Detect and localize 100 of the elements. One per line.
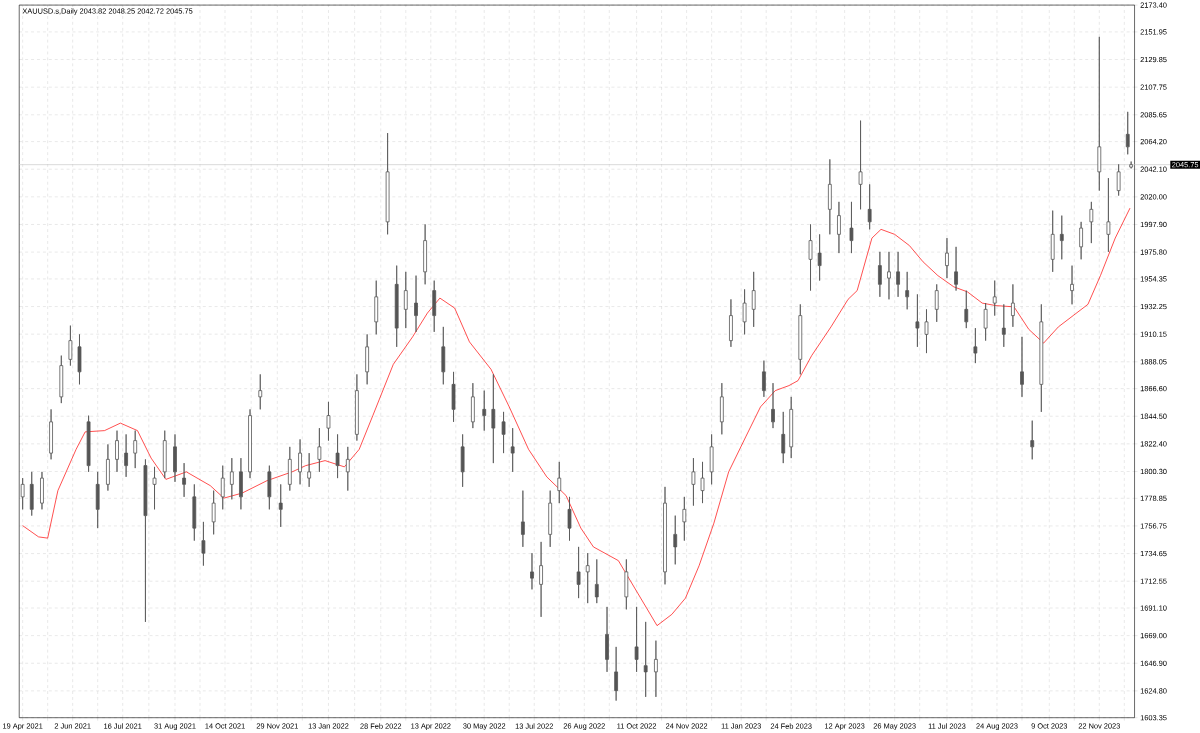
candlestick: [326, 401, 331, 442]
candlestick: [365, 334, 370, 386]
candlestick: [68, 325, 73, 367]
candlestick: [789, 396, 794, 459]
candlestick: [858, 120, 863, 210]
candlestick: [837, 201, 841, 254]
candlestick: [182, 462, 186, 498]
candlestick: [385, 132, 390, 235]
candlestick: [896, 251, 900, 298]
candlestick: [817, 234, 822, 282]
candlestick: [585, 552, 590, 604]
candlestick: [106, 444, 110, 492]
line-series: [22, 208, 1131, 627]
candlestick: [878, 251, 882, 298]
candlestick: [654, 640, 658, 698]
candlestick: [1129, 161, 1134, 170]
candlestick: [470, 382, 475, 429]
candlestick: [567, 496, 572, 542]
candlestick: [95, 471, 100, 529]
candlestick: [1097, 36, 1102, 192]
candlestick: [530, 552, 534, 591]
candlestick: [86, 415, 91, 473]
candlestick: [934, 284, 939, 323]
candlestick: [173, 434, 177, 483]
candlestick: [742, 289, 747, 336]
candlestick: [40, 471, 44, 511]
candlestick: [220, 465, 225, 511]
candlestick: [643, 621, 648, 698]
candlestick: [973, 327, 978, 364]
candlestick: [548, 490, 553, 548]
candlestick: [192, 484, 197, 542]
candlestick: [1125, 111, 1130, 155]
candlestick: [691, 457, 696, 507]
candlestick: [624, 559, 629, 611]
candlestick: [267, 465, 272, 511]
candlestick: [905, 271, 910, 311]
candlestick: [1001, 304, 1006, 348]
candlestick: [20, 477, 25, 511]
candlestick: [143, 459, 148, 623]
candlestick: [133, 430, 138, 469]
candlestick: [201, 521, 206, 567]
candlestick: [414, 275, 418, 333]
candlestick: [1020, 336, 1024, 398]
candlestick: [29, 471, 34, 517]
candlestick: [1050, 210, 1055, 273]
candlestick: [954, 246, 958, 292]
candlestick: [605, 606, 609, 673]
candlestick: [1070, 265, 1074, 306]
candlestick: [501, 411, 506, 454]
candlestick: [798, 304, 803, 376]
candlestick: [124, 434, 128, 478]
candlestick: [162, 430, 167, 479]
candlestick: [983, 302, 988, 342]
candlestick: [403, 271, 408, 329]
candlestick: [762, 360, 766, 398]
candlestick: [867, 184, 872, 230]
candlestick: [924, 309, 929, 354]
candlestick: [211, 490, 216, 536]
candlestick: [307, 452, 312, 488]
candlestick: [614, 646, 618, 702]
candlestick: [287, 446, 292, 492]
candlestick: [915, 294, 920, 348]
candlestick: [771, 382, 775, 429]
candlestick: [887, 251, 891, 301]
candlestick: [719, 382, 724, 436]
candlestick: [1059, 215, 1064, 260]
candlestick: [258, 374, 263, 411]
candlestick: [634, 606, 639, 673]
candlestick: [992, 280, 997, 317]
candlestick: [1106, 177, 1111, 253]
candlestick: [751, 271, 756, 328]
candlestick: [539, 541, 543, 618]
candlestick: [355, 374, 359, 442]
candlestick: [663, 486, 667, 586]
candlestick: [482, 390, 487, 432]
candlestick: [239, 457, 243, 511]
candlestick: [423, 224, 427, 286]
candlestick: [298, 439, 302, 486]
candlestick: [557, 461, 562, 504]
candlestick: [335, 434, 340, 479]
candlestick: [278, 484, 283, 528]
candlestick: [374, 280, 379, 336]
candlestick: [1116, 164, 1121, 197]
candlestick: [345, 446, 350, 492]
candlestick: [115, 430, 119, 473]
candlestick: [441, 326, 446, 386]
candlestick: [682, 496, 687, 542]
candlestick: [576, 546, 581, 599]
candlestick: [1079, 221, 1083, 260]
candlestick: [432, 280, 437, 333]
candlestick: [781, 411, 786, 464]
candlestick: [59, 355, 64, 404]
candlestick: [700, 461, 705, 504]
candlestick: [49, 409, 53, 461]
candlestick: [521, 490, 525, 548]
candlestick: [964, 290, 969, 329]
candlestick: [491, 374, 496, 464]
candlestick: [1039, 304, 1044, 413]
candlestick: [594, 559, 599, 604]
candlestick: [1011, 284, 1015, 328]
